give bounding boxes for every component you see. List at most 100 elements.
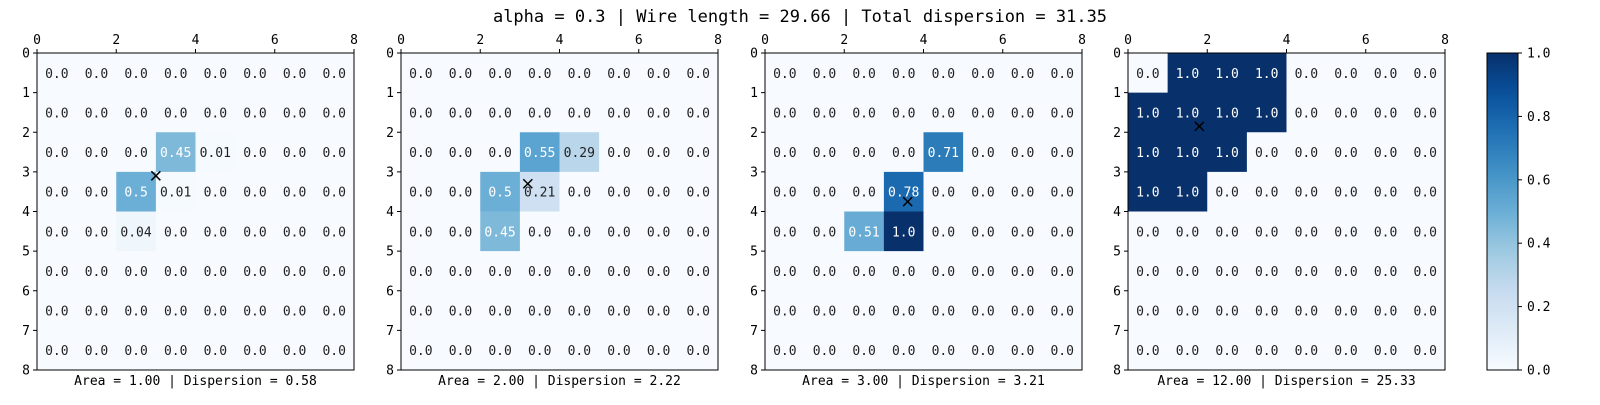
heatmap-cell: [116, 171, 157, 212]
colorbar-frame: [1486, 52, 1519, 371]
x-tick-label: 8: [350, 33, 358, 48]
heatmap-cell: [1167, 92, 1208, 133]
heatmap-cell: [1286, 92, 1327, 133]
heatmap-cell: [155, 251, 196, 292]
heatmap-cell: [116, 132, 157, 173]
heatmap-cell: [1128, 251, 1169, 292]
heatmap-cell: [963, 211, 1004, 252]
cell-value-label: 0.21: [524, 186, 555, 201]
heatmap-cell: [844, 290, 885, 331]
cell-value-label: 0.0: [647, 146, 670, 161]
cell-value-label: 0.0: [1334, 186, 1357, 201]
heatmap-cell: [116, 92, 157, 133]
cell-value-label: 0.01: [160, 186, 191, 201]
cell-value-label: 1.0: [1255, 106, 1278, 121]
cell-value-label: 0.0: [1295, 67, 1318, 82]
y-tick-label: 5: [1113, 245, 1121, 260]
cell-value-label: 0.0: [568, 344, 591, 359]
cell-value-label: 0.0: [1011, 305, 1034, 320]
cell-value-label: 0.0: [283, 225, 306, 240]
cell-value-label: 0.0: [1413, 265, 1436, 280]
cell-value-label: 1.0: [1215, 146, 1238, 161]
y-tick-label: 4: [1113, 205, 1121, 220]
cell-value-label: 0.0: [1215, 305, 1238, 320]
y-tick-label: 0: [750, 47, 758, 62]
cell-value-label: 0.0: [85, 305, 108, 320]
heatmap-cell: [883, 92, 924, 133]
cell-value-label: 0.0: [528, 305, 551, 320]
cell-value-label: 0.0: [686, 146, 709, 161]
cell-value-label: 0.71: [928, 146, 959, 161]
heatmap-cell: [1326, 171, 1367, 212]
cell-value-label: 0.0: [164, 265, 187, 280]
heatmap-cell: [116, 290, 157, 331]
heatmap-cell: [440, 330, 481, 371]
cell-value-label: 0.0: [204, 186, 227, 201]
cell-value-label: 0.0: [1136, 305, 1159, 320]
cell-value-label: 0.0: [568, 225, 591, 240]
heatmap-cell: [1246, 290, 1287, 331]
x-tick-label: 6: [271, 33, 279, 48]
heatmap-cell: [76, 171, 117, 212]
heatmap-cell: [1002, 53, 1043, 94]
heatmap-panel-1: 0.0 0.0 0.0 0.0 0.0 0.0 0.0 0.0 0.0 0.0 0.0 0.0 0.0 0…: [22, 33, 358, 389]
heatmap-cell: [401, 171, 442, 212]
cell-value-label: 0.0: [1176, 265, 1199, 280]
cell-value-label: 0.0: [283, 67, 306, 82]
heatmap-cell: [1326, 92, 1367, 133]
y-tick-label: 8: [386, 364, 394, 379]
heatmap-cell: [440, 171, 481, 212]
heatmap-cell: [1246, 53, 1287, 94]
heatmap-cell: [314, 211, 355, 252]
cell-value-label: 0.0: [971, 344, 994, 359]
heatmap-cell: [1246, 92, 1287, 133]
heatmap-cell: [923, 171, 964, 212]
heatmap-cell: [155, 132, 196, 173]
heatmap-cell: [804, 92, 845, 133]
colorbar-tick-label: 0.0: [1527, 364, 1550, 379]
heatmap-cell: [401, 330, 442, 371]
centroid-marker: [902, 196, 913, 207]
cell-value-label: 0.0: [322, 106, 345, 121]
cell-value-label: 0.0: [1136, 225, 1159, 240]
heatmap-cell: [1002, 330, 1043, 371]
heatmap-cell: [1405, 92, 1446, 133]
cell-value-label: 0.0: [409, 265, 432, 280]
heatmap-cell: [314, 132, 355, 173]
heatmap-cell: [116, 53, 157, 94]
x-tick-label: 4: [920, 33, 928, 48]
heatmap-cell: [963, 92, 1004, 133]
heatmap-cell: [519, 132, 560, 173]
heatmap-cell: [923, 330, 964, 371]
heatmap-cell: [844, 171, 885, 212]
cell-value-label: 0.0: [1374, 225, 1397, 240]
heatmap-cell: [1167, 53, 1208, 94]
heatmap-cell: [678, 132, 719, 173]
cell-value-label: 0.0: [1295, 106, 1318, 121]
heatmap-cell: [519, 251, 560, 292]
cell-value-label: 0.0: [607, 186, 630, 201]
heatmap-cell: [1042, 132, 1083, 173]
heatmap-cell: [314, 171, 355, 212]
heatmap-cell: [314, 92, 355, 133]
heatmap-cell: [480, 171, 521, 212]
centroid-marker: [1194, 121, 1205, 132]
heatmap-cell: [76, 251, 117, 292]
heatmap-cell: [440, 92, 481, 133]
heatmap-cell: [1246, 330, 1287, 371]
cell-value-label: 0.0: [1255, 344, 1278, 359]
heatmap-cell: [480, 290, 521, 331]
cell-value-label: 0.0: [164, 106, 187, 121]
cell-value-label: 0.0: [647, 67, 670, 82]
cell-value-label: 0.0: [204, 265, 227, 280]
heatmap-cell: [1042, 251, 1083, 292]
cell-value-label: 0.0: [1176, 225, 1199, 240]
heatmap-cell: [678, 53, 719, 94]
y-tick-label: 0: [1113, 47, 1121, 62]
cell-value-label: 0.0: [85, 344, 108, 359]
heatmap-cell: [963, 330, 1004, 371]
cell-value-label: 0.0: [647, 265, 670, 280]
cell-value-label: 0.0: [243, 106, 266, 121]
cell-value-label: 0.0: [283, 186, 306, 201]
heatmap-cell: [638, 290, 679, 331]
